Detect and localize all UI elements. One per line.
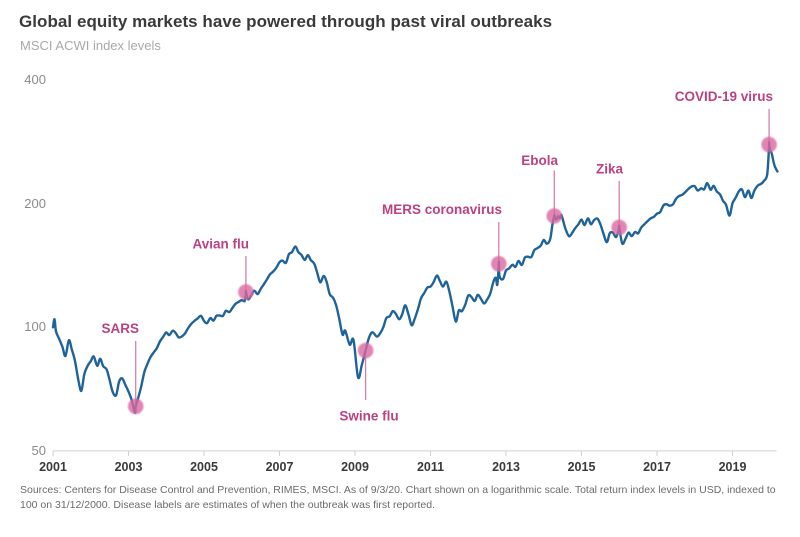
svg-text:SARS: SARS [101,321,139,336]
svg-text:2011: 2011 [417,460,444,474]
svg-text:2001: 2001 [39,460,67,474]
svg-text:2003: 2003 [115,460,143,474]
svg-text:200: 200 [24,196,46,211]
svg-text:2007: 2007 [266,460,294,474]
svg-text:2013: 2013 [492,460,520,474]
svg-text:2015: 2015 [568,460,596,474]
svg-text:Avian flu: Avian flu [192,237,249,252]
svg-text:400: 400 [24,72,46,87]
svg-text:Swine flu: Swine flu [339,409,398,424]
svg-text:2019: 2019 [719,460,747,474]
svg-text:2009: 2009 [341,460,369,474]
svg-text:50: 50 [32,443,46,458]
svg-text:MERS coronavirus: MERS coronavirus [382,202,502,217]
svg-text:2005: 2005 [190,460,218,474]
svg-text:Ebola: Ebola [521,153,558,168]
svg-text:COVID-19 virus: COVID-19 virus [675,89,773,104]
svg-text:2017: 2017 [643,460,671,474]
svg-text:100: 100 [24,319,46,334]
svg-text:Zika: Zika [596,162,624,177]
